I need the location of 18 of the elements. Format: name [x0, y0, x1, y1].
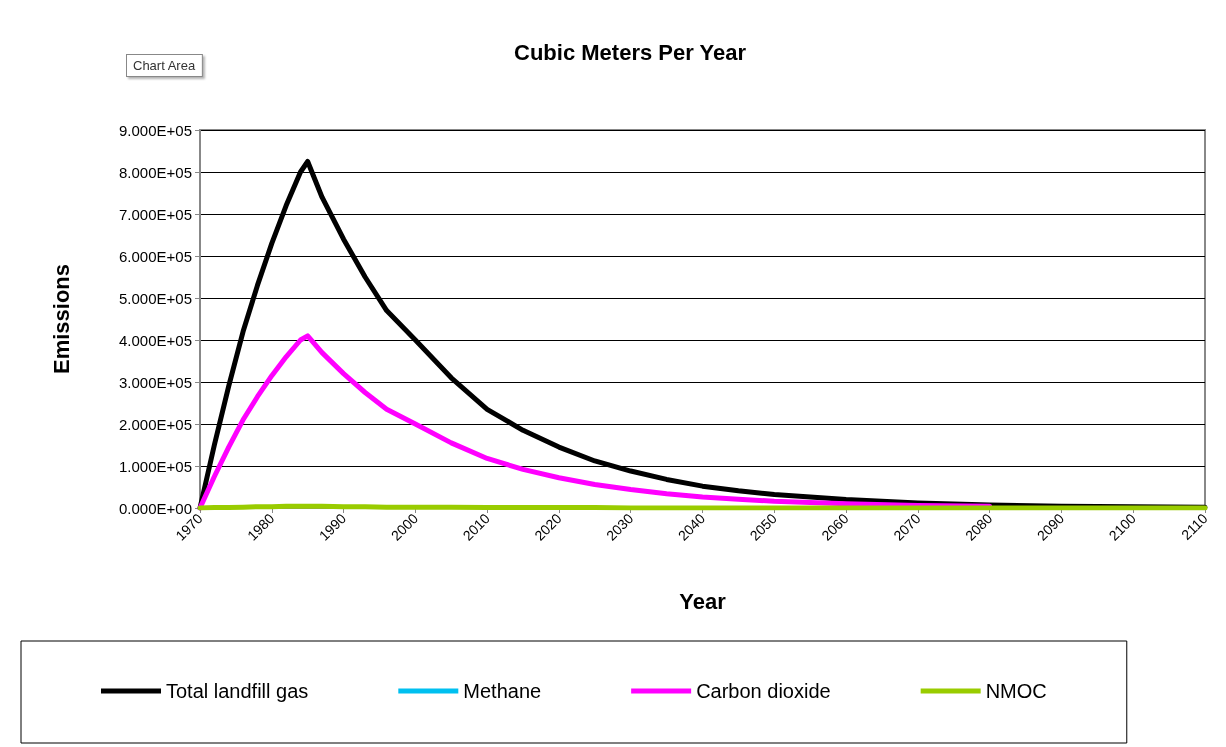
legend-label: Carbon dioxide [696, 680, 831, 702]
legend-label: Total landfill gas [166, 680, 309, 702]
y-tick-label: 9.000E+05 [119, 121, 192, 139]
y-tick-label: 7.000E+05 [119, 205, 192, 223]
y-tick-label: 4.000E+05 [119, 331, 192, 349]
y-tick-label: 6.000E+05 [119, 247, 192, 265]
y-tick-label: 1.000E+05 [119, 457, 192, 475]
chart-title: Cubic Meters Per Year [514, 39, 747, 65]
y-tick-label: 5.000E+05 [119, 289, 192, 307]
y-tick-label: 0.000E+00 [119, 499, 192, 517]
text: Chart Area [133, 58, 196, 73]
y-tick-label: 8.000E+05 [119, 163, 192, 181]
y-axis-title: Emissions [48, 263, 74, 375]
x-axis-title: Year [679, 588, 727, 614]
legend-label: NMOC [985, 680, 1047, 702]
legend-label: Methane [463, 680, 542, 702]
y-tick-label: 2.000E+05 [119, 415, 192, 433]
y-tick-label: 3.000E+05 [119, 373, 192, 391]
